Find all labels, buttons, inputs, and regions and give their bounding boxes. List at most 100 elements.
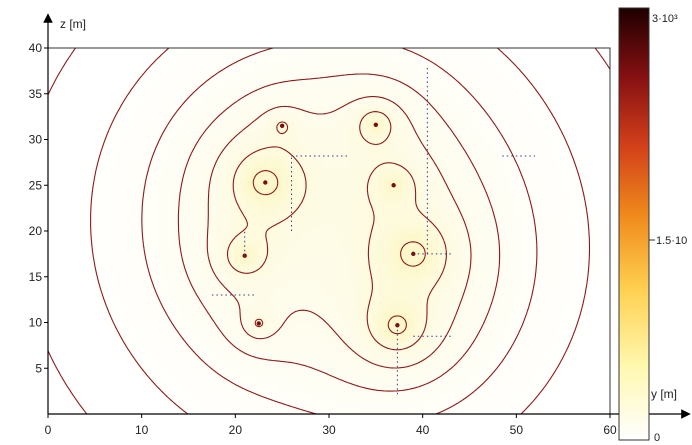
heat-cell: [468, 330, 474, 336]
heat-cell: [222, 60, 228, 66]
heat-cell: [210, 84, 216, 90]
heat-cell: [456, 288, 462, 294]
heat-cell: [402, 246, 408, 252]
heat-cell: [504, 354, 510, 360]
heat-cell: [384, 282, 390, 288]
heat-cell: [288, 276, 294, 282]
heat-cell: [294, 252, 300, 258]
heat-cell: [426, 120, 432, 126]
heat-cell: [426, 252, 432, 258]
heat-cell: [270, 174, 276, 180]
heat-cell: [138, 276, 144, 282]
heat-cell: [354, 240, 360, 246]
heat-cell: [270, 318, 276, 324]
heat-cell: [354, 168, 360, 174]
heat-cell: [420, 348, 426, 354]
heat-cell: [324, 258, 330, 264]
heat-cell: [150, 102, 156, 108]
heat-cell: [546, 120, 552, 126]
heat-cell: [204, 54, 210, 60]
heat-cell: [78, 198, 84, 204]
heat-cell: [144, 138, 150, 144]
heat-cell: [414, 402, 420, 408]
heat-cell: [342, 168, 348, 174]
heat-cell: [318, 108, 324, 114]
heat-cell: [192, 54, 198, 60]
heat-cell: [162, 402, 168, 408]
heat-cell: [480, 300, 486, 306]
heat-cell: [576, 150, 582, 156]
heat-cell: [474, 348, 480, 354]
heat-cell: [318, 390, 324, 396]
heat-cell: [468, 234, 474, 240]
heat-cell: [408, 132, 414, 138]
heat-cell: [366, 114, 372, 120]
heat-cell: [408, 210, 414, 216]
heat-cell: [438, 360, 444, 366]
heat-cell: [348, 276, 354, 282]
heat-cell: [210, 174, 216, 180]
heat-cell: [426, 144, 432, 150]
heat-cell: [282, 378, 288, 384]
heat-cell: [198, 324, 204, 330]
heat-cell: [84, 168, 90, 174]
heat-cell: [426, 282, 432, 288]
heat-cell: [228, 312, 234, 318]
heat-cell: [414, 174, 420, 180]
heat-cell: [294, 228, 300, 234]
heat-cell: [462, 180, 468, 186]
heat-cell: [558, 168, 564, 174]
heat-cell: [270, 396, 276, 402]
heat-cell: [450, 366, 456, 372]
heat-cell: [180, 138, 186, 144]
heat-cell: [498, 150, 504, 156]
heat-cell: [378, 252, 384, 258]
heat-cell: [594, 258, 600, 264]
heat-cell: [510, 252, 516, 258]
heat-cell: [306, 60, 312, 66]
heat-cell: [294, 180, 300, 186]
heat-cell: [414, 48, 420, 54]
heat-cell: [450, 306, 456, 312]
heat-cell: [222, 90, 228, 96]
heat-cell: [168, 84, 174, 90]
heat-cell: [570, 270, 576, 276]
heat-cell: [372, 234, 378, 240]
heat-cell: [264, 186, 270, 192]
heat-cell: [492, 150, 498, 156]
heat-cell: [414, 348, 420, 354]
heat-cell: [294, 234, 300, 240]
heat-cell: [180, 198, 186, 204]
heat-cell: [558, 294, 564, 300]
heat-cell: [450, 210, 456, 216]
heat-cell: [378, 336, 384, 342]
heat-cell: [204, 282, 210, 288]
heat-cell: [498, 228, 504, 234]
heat-cell: [126, 72, 132, 78]
heat-cell: [384, 264, 390, 270]
heat-cell: [276, 354, 282, 360]
heat-cell: [480, 60, 486, 66]
heat-cell: [444, 246, 450, 252]
heat-cell: [378, 126, 384, 132]
heat-cell: [222, 216, 228, 222]
heat-cell: [486, 138, 492, 144]
heat-cell: [444, 342, 450, 348]
heat-cell: [228, 192, 234, 198]
heat-cell: [210, 396, 216, 402]
heat-cell: [144, 330, 150, 336]
heat-cell: [150, 372, 156, 378]
heat-cell: [216, 318, 222, 324]
heat-cell: [204, 216, 210, 222]
heat-cell: [396, 234, 402, 240]
heat-cell: [252, 114, 258, 120]
heat-cell: [174, 366, 180, 372]
heat-cell: [138, 156, 144, 162]
heat-cell: [360, 366, 366, 372]
heat-cell: [252, 198, 258, 204]
heat-cell: [150, 156, 156, 162]
heat-cell: [276, 306, 282, 312]
heat-cell: [90, 294, 96, 300]
heat-cell: [288, 174, 294, 180]
heat-cell: [228, 372, 234, 378]
